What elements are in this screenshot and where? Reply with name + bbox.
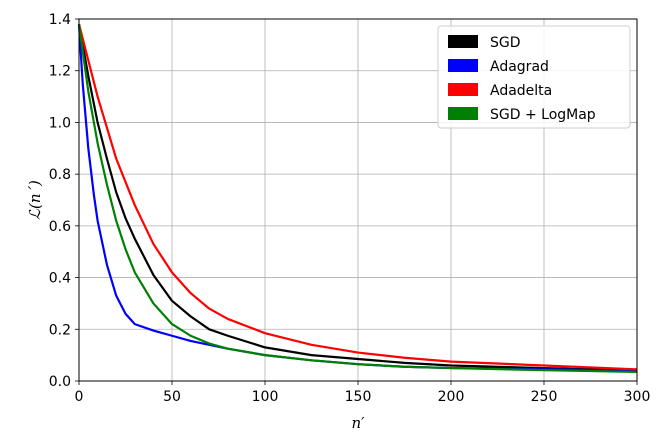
legend-label: SGD + LogMap — [490, 107, 596, 123]
y-axis-label: ℒ(n´) — [26, 180, 44, 220]
y-tick-label: 0.4 — [49, 271, 71, 287]
series-line — [77, 23, 638, 371]
legend-label: Adadelta — [490, 83, 552, 99]
legend-box — [437, 25, 631, 129]
x-tick-label: 250 — [531, 389, 558, 405]
y-tick-label: 0.6 — [49, 219, 71, 235]
axis-ticks: 0 50 100 150 200 250 300 0.0 0.2 0.4 0.6 0.8 1.0 1.2 1… — [49, 12, 651, 405]
y-tick-label: 1.0 — [49, 115, 71, 131]
legend: SGD Adagrad Adadelta SGD + LogMap — [437, 25, 631, 129]
series-line — [77, 23, 638, 372]
x-tick-label: 150 — [345, 389, 372, 405]
legend-swatch — [448, 59, 478, 72]
y-tick-label: 1.2 — [49, 64, 71, 80]
x-axis-label: n′ — [351, 414, 365, 432]
y-tick-label: 1.4 — [49, 12, 71, 28]
x-tick-label: 200 — [438, 389, 465, 405]
series-layer — [77, 23, 638, 374]
legend-swatch — [448, 35, 478, 48]
y-tick-label: 0.2 — [49, 322, 71, 338]
x-tick-label: 0 — [75, 389, 84, 405]
y-tick-label: 0.8 — [49, 167, 71, 183]
x-tick-label: 100 — [252, 389, 279, 405]
legend-swatch — [448, 107, 478, 120]
legend-label: SGD — [490, 35, 521, 51]
legend-label: Adagrad — [490, 59, 549, 75]
y-tick-label: 0.0 — [49, 374, 71, 390]
x-tick-label: 50 — [163, 389, 181, 405]
legend-swatch — [448, 83, 478, 96]
x-tick-label: 300 — [624, 389, 651, 405]
series-line — [77, 24, 638, 374]
